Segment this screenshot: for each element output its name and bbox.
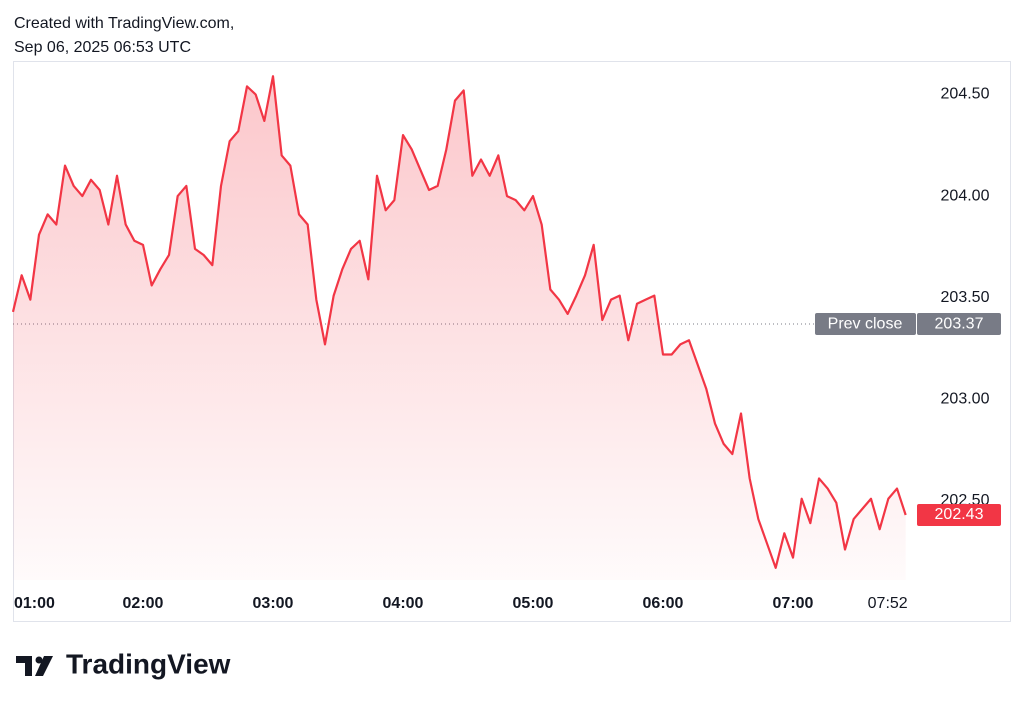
- area: [13, 76, 906, 580]
- x-tick-label: 07:00: [773, 595, 814, 612]
- y-tick-label: 203.50: [941, 289, 990, 306]
- logo: [16, 656, 53, 676]
- y-tick-label: 204.00: [941, 187, 990, 204]
- x-tick-label: 02:00: [123, 595, 164, 612]
- last-price-label: 202.43: [935, 506, 984, 523]
- header-line: Created with TradingView.com,: [14, 15, 234, 32]
- brand: TradingView: [66, 648, 231, 679]
- prev-close-box: [815, 313, 916, 336]
- last-price-box: [917, 503, 1001, 526]
- prev-close-value-box: [917, 313, 1001, 336]
- x-tick-label: 03:00: [253, 595, 294, 612]
- price-line: [11, 75, 907, 569]
- current-time-label: 07:52: [868, 595, 908, 612]
- prev-close-label: Prev close: [828, 315, 903, 332]
- y-tick-label: 204.50: [941, 86, 990, 103]
- x-tick-label: 04:00: [383, 595, 424, 612]
- header-line: Sep 06, 2025 06:53 UTC: [14, 39, 191, 56]
- x-tick-label: 01:00: [14, 595, 55, 612]
- prev-close-value: 203.37: [935, 315, 984, 332]
- x-tick-label: 06:00: [643, 595, 684, 612]
- y-tick-label: 203.00: [941, 390, 990, 407]
- x-tick-label: 05:00: [513, 595, 554, 612]
